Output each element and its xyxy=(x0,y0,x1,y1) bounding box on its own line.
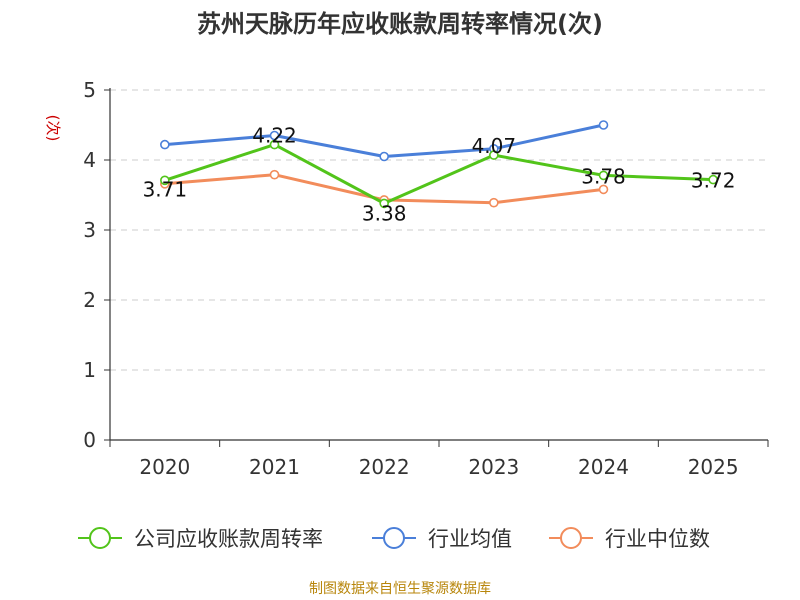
point-s0-2024 xyxy=(598,170,609,181)
y-tick-label-4: 4 xyxy=(83,148,96,172)
point-s2-2024 xyxy=(598,184,609,195)
data-label-2025: 3.72 xyxy=(691,169,736,193)
x-tick-label-2025: 2025 xyxy=(688,455,739,479)
point-s1-2024 xyxy=(598,120,609,130)
x-tick-label-2023: 2023 xyxy=(468,455,519,479)
point-s0-2020 xyxy=(160,175,170,186)
data-label-2020: 3.71 xyxy=(143,177,188,201)
point-s1-2020 xyxy=(160,139,170,150)
point-s0-2022 xyxy=(379,198,389,209)
data-label-2021: 4.22 xyxy=(252,124,297,148)
chart-title: 苏州天脉历年应收账款周转率情况(次) xyxy=(197,10,603,38)
series-line-0 xyxy=(164,143,714,205)
y-axis-label: (次) xyxy=(44,115,62,142)
x-tick-label-2024: 2024 xyxy=(578,455,629,479)
data-label-2023: 4.07 xyxy=(472,134,517,158)
y-tick-label-3: 3 xyxy=(83,218,96,242)
legend-marker-2 xyxy=(560,527,582,549)
point-s0-2025 xyxy=(708,174,718,185)
y-tick-label-1: 1 xyxy=(83,358,96,382)
legend-marker-0 xyxy=(89,527,111,549)
x-tick-label-2021: 2021 xyxy=(249,455,300,479)
point-s1-2022 xyxy=(379,151,389,162)
source-text: 制图数据来自恒生聚源数据库 xyxy=(309,581,491,597)
data-label-2024: 3.78 xyxy=(581,164,626,188)
point-s0-2021 xyxy=(269,139,280,150)
legend-label-1: 行业均值 xyxy=(428,527,512,551)
x-tick-label-2022: 2022 xyxy=(359,455,410,479)
legend-label-2: 行业中位数 xyxy=(605,527,710,551)
point-s2-2023 xyxy=(489,197,499,208)
legend-label-0: 公司应收账款周转率 xyxy=(134,527,323,551)
point-s2-2021 xyxy=(269,169,280,180)
point-s0-2023 xyxy=(489,150,499,160)
y-tick-label-2: 2 xyxy=(83,288,96,312)
y-tick-label-5: 5 xyxy=(83,78,96,102)
point-s1-2021 xyxy=(269,130,280,141)
data-label-2022: 3.38 xyxy=(362,201,407,225)
y-tick-label-0: 0 xyxy=(83,428,96,452)
legend-marker-1 xyxy=(383,527,405,549)
x-tick-label-2020: 2020 xyxy=(139,455,190,479)
